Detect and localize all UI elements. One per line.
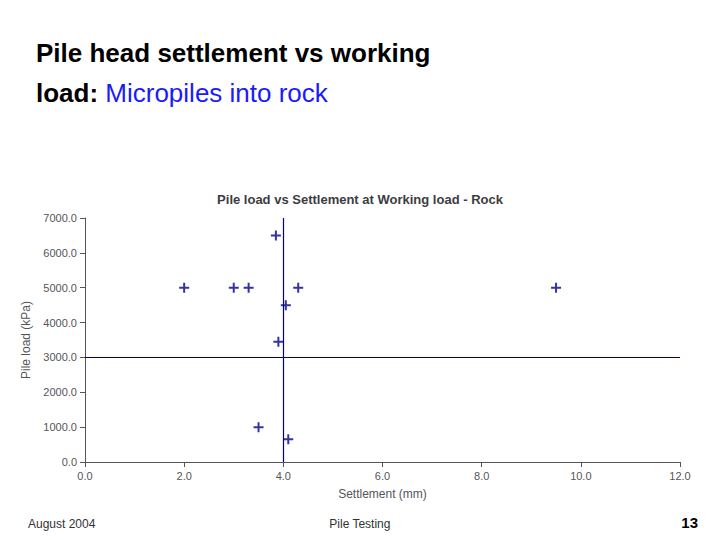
svg-text:load:: load: <box>36 78 98 108</box>
svg-text:8.0: 8.0 <box>474 470 489 482</box>
svg-text:0.0: 0.0 <box>77 470 92 482</box>
svg-text:Pile head settlement vs workin: Pile head settlement vs working <box>36 38 430 68</box>
svg-text:Pile load vs Settlement at Wor: Pile load vs Settlement at Working load … <box>217 192 504 207</box>
svg-text:5000.0: 5000.0 <box>43 282 77 294</box>
svg-text:Pile load (kPa): Pile load (kPa) <box>19 301 33 379</box>
svg-text:4.0: 4.0 <box>276 470 291 482</box>
svg-text:4000.0: 4000.0 <box>43 317 77 329</box>
svg-text:Pile Testing: Pile Testing <box>329 517 390 531</box>
svg-text:10.0: 10.0 <box>570 470 591 482</box>
svg-text:1000.0: 1000.0 <box>43 421 77 433</box>
svg-text:12.0: 12.0 <box>669 470 690 482</box>
svg-text:Micropiles into rock: Micropiles into rock <box>98 78 329 108</box>
svg-text:6000.0: 6000.0 <box>43 247 77 259</box>
svg-text:Settlement (mm): Settlement (mm) <box>338 487 427 501</box>
svg-text:2.0: 2.0 <box>177 470 192 482</box>
svg-text:3000.0: 3000.0 <box>43 351 77 363</box>
svg-text:6.0: 6.0 <box>375 470 390 482</box>
svg-text:August 2004: August 2004 <box>28 517 96 531</box>
svg-text:7000.0: 7000.0 <box>43 212 77 224</box>
svg-text:0.0: 0.0 <box>62 456 77 468</box>
svg-text:2000.0: 2000.0 <box>43 386 77 398</box>
svg-text:13: 13 <box>681 514 698 531</box>
